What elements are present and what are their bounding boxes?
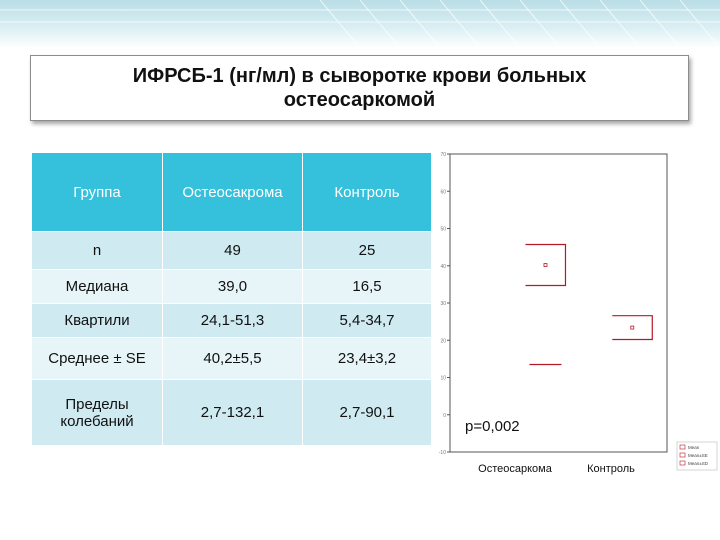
p-value-annotation: p=0,002 bbox=[465, 418, 520, 435]
y-tick-label: 30 bbox=[440, 301, 446, 307]
table-cell: 23,4±3,2 bbox=[302, 337, 432, 380]
y-tick-label: 50 bbox=[440, 227, 446, 233]
table-row: Медиана 39,0 16,5 bbox=[31, 269, 432, 304]
table-row: Среднее ± SE 40,2±5,5 23,4±3,2 bbox=[31, 337, 432, 380]
header-cell: Группа bbox=[31, 152, 163, 232]
header-cell: Контроль bbox=[302, 152, 432, 232]
table-cell: n bbox=[31, 231, 163, 270]
legend-label: Mean±SD bbox=[688, 461, 709, 466]
box-plot-chart: 70 60 50 40 30 20 10 0 -10 Mean Mean±SE Mean±SD Осте… bbox=[439, 152, 718, 475]
table-cell: Квартили bbox=[31, 303, 163, 338]
table-cell: 40,2±5,5 bbox=[162, 337, 303, 380]
legend-label: Mean±SE bbox=[688, 453, 708, 458]
table-header-row: Группа Остеосакрома Контроль bbox=[31, 152, 432, 232]
legend-swatch bbox=[679, 452, 686, 458]
table-row: Квартили 24,1-51,3 5,4-34,7 bbox=[31, 303, 432, 338]
y-tick-label: 0 bbox=[443, 413, 446, 419]
legend-box bbox=[676, 441, 718, 471]
y-tick-label: 70 bbox=[440, 152, 446, 158]
decorative-header-band bbox=[0, 0, 720, 48]
title-box: ИФРСБ-1 (нг/мл) в сыворотке крови больны… bbox=[30, 55, 689, 121]
table-cell: 25 bbox=[302, 231, 432, 270]
table-cell: 2,7-132,1 bbox=[162, 379, 303, 446]
legend-swatch bbox=[679, 444, 686, 450]
table-cell: Среднее ± SE bbox=[31, 337, 163, 380]
stats-table: Группа Остеосакрома Контроль n 49 25 Мед… bbox=[31, 152, 432, 446]
x-category-label: Контроль bbox=[587, 463, 635, 475]
legend-swatch bbox=[679, 460, 686, 466]
y-tick-label: 40 bbox=[440, 264, 446, 270]
table-cell: 49 bbox=[162, 231, 303, 270]
table-cell: 24,1-51,3 bbox=[162, 303, 303, 338]
table-cell: Медиана bbox=[31, 269, 163, 304]
se-box bbox=[612, 315, 653, 341]
mean-marker bbox=[630, 325, 635, 330]
table-row: n 49 25 bbox=[31, 231, 432, 270]
table-cell: 2,7-90,1 bbox=[302, 379, 432, 446]
plot-frame bbox=[449, 153, 668, 453]
table-cell: 39,0 bbox=[162, 269, 303, 304]
table-row: Пределы колебаний 2,7-132,1 2,7-90,1 bbox=[31, 379, 432, 446]
y-tick-label: 60 bbox=[440, 189, 446, 195]
table-cell: 5,4-34,7 bbox=[302, 303, 432, 338]
y-tick-label: 20 bbox=[440, 338, 446, 344]
slide-title: ИФРСБ-1 (нг/мл) в сыворотке крови больны… bbox=[132, 65, 587, 111]
y-tick-label: 10 bbox=[440, 376, 446, 382]
se-box bbox=[525, 243, 567, 287]
table-cell: Пределы колебаний bbox=[31, 379, 163, 446]
header-cell: Остеосакрома bbox=[162, 152, 303, 232]
table-cell: 16,5 bbox=[302, 269, 432, 304]
x-category-label: Остеосаркома bbox=[478, 463, 553, 475]
legend-label: Mean bbox=[688, 445, 700, 450]
mean-marker bbox=[543, 263, 548, 267]
y-tick-label: -10 bbox=[439, 450, 446, 456]
